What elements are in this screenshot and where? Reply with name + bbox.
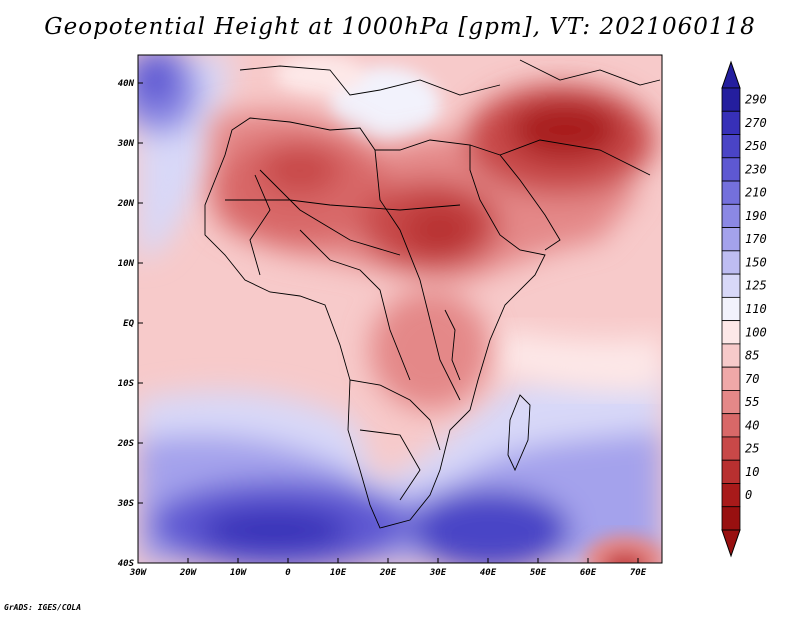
lat-label: 40S bbox=[118, 559, 135, 569]
lat-label: 20N bbox=[117, 199, 135, 209]
colorbar-swatch bbox=[721, 87, 741, 112]
lon-label: 20E bbox=[379, 568, 397, 578]
colorbar-swatch bbox=[721, 366, 741, 391]
colorbar-level-label: 100 bbox=[745, 325, 767, 339]
lat-label: 10S bbox=[118, 379, 135, 389]
colorbar-level-label: 125 bbox=[745, 279, 767, 293]
height-field bbox=[138, 55, 662, 563]
longitude-axis: 30W 20W 10W 0 10E 20E 30E 40E 50E 60E 70E bbox=[129, 558, 647, 578]
lon-label: 10W bbox=[230, 568, 248, 578]
colorbar-level-label: 10 bbox=[745, 465, 759, 479]
colorbar-swatch bbox=[721, 413, 741, 438]
colorbar-level-label: 270 bbox=[745, 116, 767, 130]
latitude-axis: 40N 30N 20N 10N EQ 10S 20S 30S 40S bbox=[117, 79, 143, 569]
colorbar-swatch bbox=[721, 506, 741, 531]
colorbar-level-label: 70 bbox=[745, 372, 759, 386]
triangle-down-icon bbox=[721, 529, 741, 558]
colorbar-level-label: 150 bbox=[745, 255, 767, 269]
colorbar-level-label: 190 bbox=[745, 209, 767, 223]
colorbar-swatch bbox=[721, 343, 741, 368]
lat-label: 30N bbox=[117, 139, 135, 149]
lon-label: 60E bbox=[580, 568, 597, 578]
lon-label: 70E bbox=[630, 568, 647, 578]
colorbar-swatch bbox=[721, 180, 741, 205]
lat-label: 10N bbox=[118, 259, 135, 269]
lon-label: 10E bbox=[330, 568, 347, 578]
lon-label: 0 bbox=[285, 568, 291, 578]
colorbar-swatch bbox=[721, 436, 741, 461]
lat-label: 20S bbox=[117, 439, 135, 449]
colorbar-level-label: 230 bbox=[745, 162, 767, 176]
colorbar-swatch bbox=[721, 459, 741, 484]
lon-label: 30W bbox=[129, 568, 148, 578]
colorbar-level-label: 290 bbox=[745, 93, 767, 107]
colorbar-swatch bbox=[721, 296, 741, 322]
lon-label: 40E bbox=[480, 568, 497, 578]
colorbar-level-label: 250 bbox=[745, 139, 767, 153]
colorbar-swatch bbox=[721, 134, 741, 159]
coastlines bbox=[204, 59, 661, 529]
lon-label: 50E bbox=[530, 568, 547, 578]
map-frame bbox=[137, 54, 663, 564]
colorbar-swatch bbox=[721, 110, 741, 135]
lat-label: EQ bbox=[123, 319, 134, 329]
lat-label: 30S bbox=[117, 499, 135, 509]
colorbar-level-label: 0 bbox=[745, 488, 752, 502]
colorbar-swatch bbox=[721, 320, 741, 345]
colorbar-level-label: 170 bbox=[745, 232, 767, 246]
colorbar-level-label: 40 bbox=[745, 418, 759, 432]
colorbar-swatch bbox=[721, 390, 741, 415]
colorbar-swatch bbox=[721, 203, 741, 228]
chart-title: Geopotential Height at 1000hPa [gpm], VT… bbox=[44, 14, 756, 40]
lon-label: 30E bbox=[429, 568, 447, 578]
colorbar-level-label: 210 bbox=[745, 186, 767, 200]
colorbar-level-label: 110 bbox=[745, 302, 767, 316]
colorbar-level-label: 55 bbox=[745, 395, 759, 409]
colorbar-swatch bbox=[721, 227, 741, 252]
lon-label: 20W bbox=[179, 568, 198, 578]
colorbar-level-label: 25 bbox=[745, 442, 759, 456]
colorbar: 2902702502302101901701501251101008570554… bbox=[721, 60, 767, 558]
lat-label: 40N bbox=[118, 79, 135, 89]
colorbar-swatch bbox=[721, 273, 741, 298]
colorbar-swatch bbox=[721, 250, 741, 275]
colorbar-level-label: 85 bbox=[745, 349, 759, 363]
colorbar-swatch bbox=[721, 483, 741, 508]
triangle-up-icon bbox=[721, 60, 741, 89]
grads-credit: GrADS: IGES/COLA bbox=[4, 603, 82, 612]
colorbar-swatch bbox=[721, 157, 741, 182]
